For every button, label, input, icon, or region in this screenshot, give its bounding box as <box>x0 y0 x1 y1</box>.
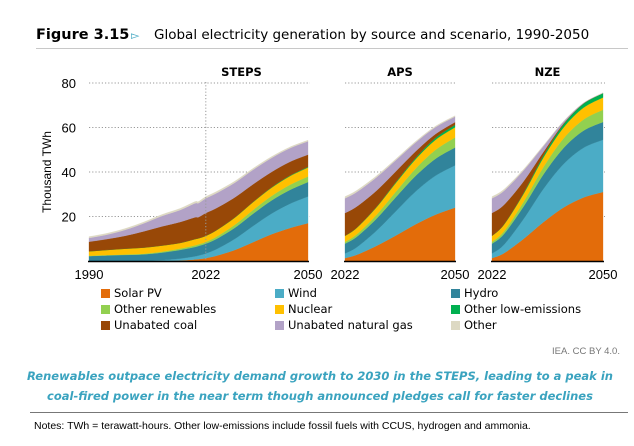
area-steps-other <box>88 139 309 239</box>
legend-swatch <box>275 288 284 298</box>
x-tick-label: 2050 <box>589 267 618 282</box>
axis-layer <box>88 82 604 263</box>
legend-swatch <box>101 288 110 298</box>
y-tick-label: 80 <box>62 76 76 91</box>
x-tick-label: 2022 <box>478 267 507 282</box>
legend-swatch <box>451 288 460 298</box>
figure-title: Global electricity generation by source … <box>154 27 590 43</box>
legend-swatch <box>275 304 284 314</box>
legend-item: Unabated coal <box>101 317 197 333</box>
legend-item: Hydro <box>451 285 498 301</box>
legend-item: Solar PV <box>101 285 162 301</box>
legend-label: Nuclear <box>288 302 333 316</box>
legend-label: Other low-emissions <box>464 302 582 316</box>
area-layer <box>88 92 604 262</box>
x-tick-label: 2050 <box>441 267 470 282</box>
legend-label: Other <box>464 318 497 332</box>
area-aps-other <box>344 115 456 199</box>
x-tick-label: 2050 <box>294 267 323 282</box>
figure-notes: Notes: TWh = terawatt-hours. Other low-e… <box>34 420 531 432</box>
legend-label: Hydro <box>464 286 499 300</box>
legend-label: Unabated natural gas <box>288 318 413 332</box>
area-nze-other <box>491 92 604 199</box>
y-axis-label: Thousand TWh <box>40 131 54 213</box>
legend-label: Wind <box>288 286 317 300</box>
legend-swatch <box>101 320 110 330</box>
panel-title-steps: STEPS <box>221 65 262 79</box>
y-tick-label: 60 <box>62 121 76 136</box>
legend-swatch <box>451 320 460 330</box>
credit-line: IEA. CC BY 4.0. <box>552 346 620 357</box>
figure-header: Figure 3.15 ▻ Global electricity generat… <box>36 24 628 49</box>
text-layer: Thousand TWh 20 40 60 80 STEPS 1990 2022 2050 APS… <box>40 65 617 282</box>
legend-swatch <box>451 304 460 314</box>
legend-item: Wind <box>275 285 317 301</box>
y-tick-label: 20 <box>62 210 76 225</box>
stacked-area-chart: Thousand TWh 20 40 60 80 STEPS 1990 2022 2050 APS… <box>40 65 617 282</box>
legend-item: Other <box>451 317 497 333</box>
x-tick-label: 2022 <box>191 267 220 282</box>
triangle-right-icon: ▻ <box>131 30 140 42</box>
panel-title-aps: APS <box>387 65 413 79</box>
legend-label: Solar PV <box>114 286 162 300</box>
legend-item: Other renewables <box>101 301 216 317</box>
y-tick-label: 40 <box>62 165 76 180</box>
notes-divider <box>30 412 628 413</box>
legend-label: Unabated coal <box>114 318 198 332</box>
legend-item: Nuclear <box>275 301 332 317</box>
figure-number: Figure 3.15 <box>36 27 130 43</box>
legend-item: Unabated natural gas <box>275 317 413 333</box>
x-tick-label: 1990 <box>75 267 104 282</box>
legend-swatch <box>101 304 110 314</box>
legend-label: Other renewables <box>114 302 217 316</box>
x-tick-label: 2022 <box>331 267 360 282</box>
panel-title-nze: NZE <box>535 65 561 79</box>
legend-item: Other low-emissions <box>451 301 581 317</box>
legend-swatch <box>275 320 284 330</box>
figure-caption: Renewables outpace electricity demand gr… <box>27 369 613 403</box>
